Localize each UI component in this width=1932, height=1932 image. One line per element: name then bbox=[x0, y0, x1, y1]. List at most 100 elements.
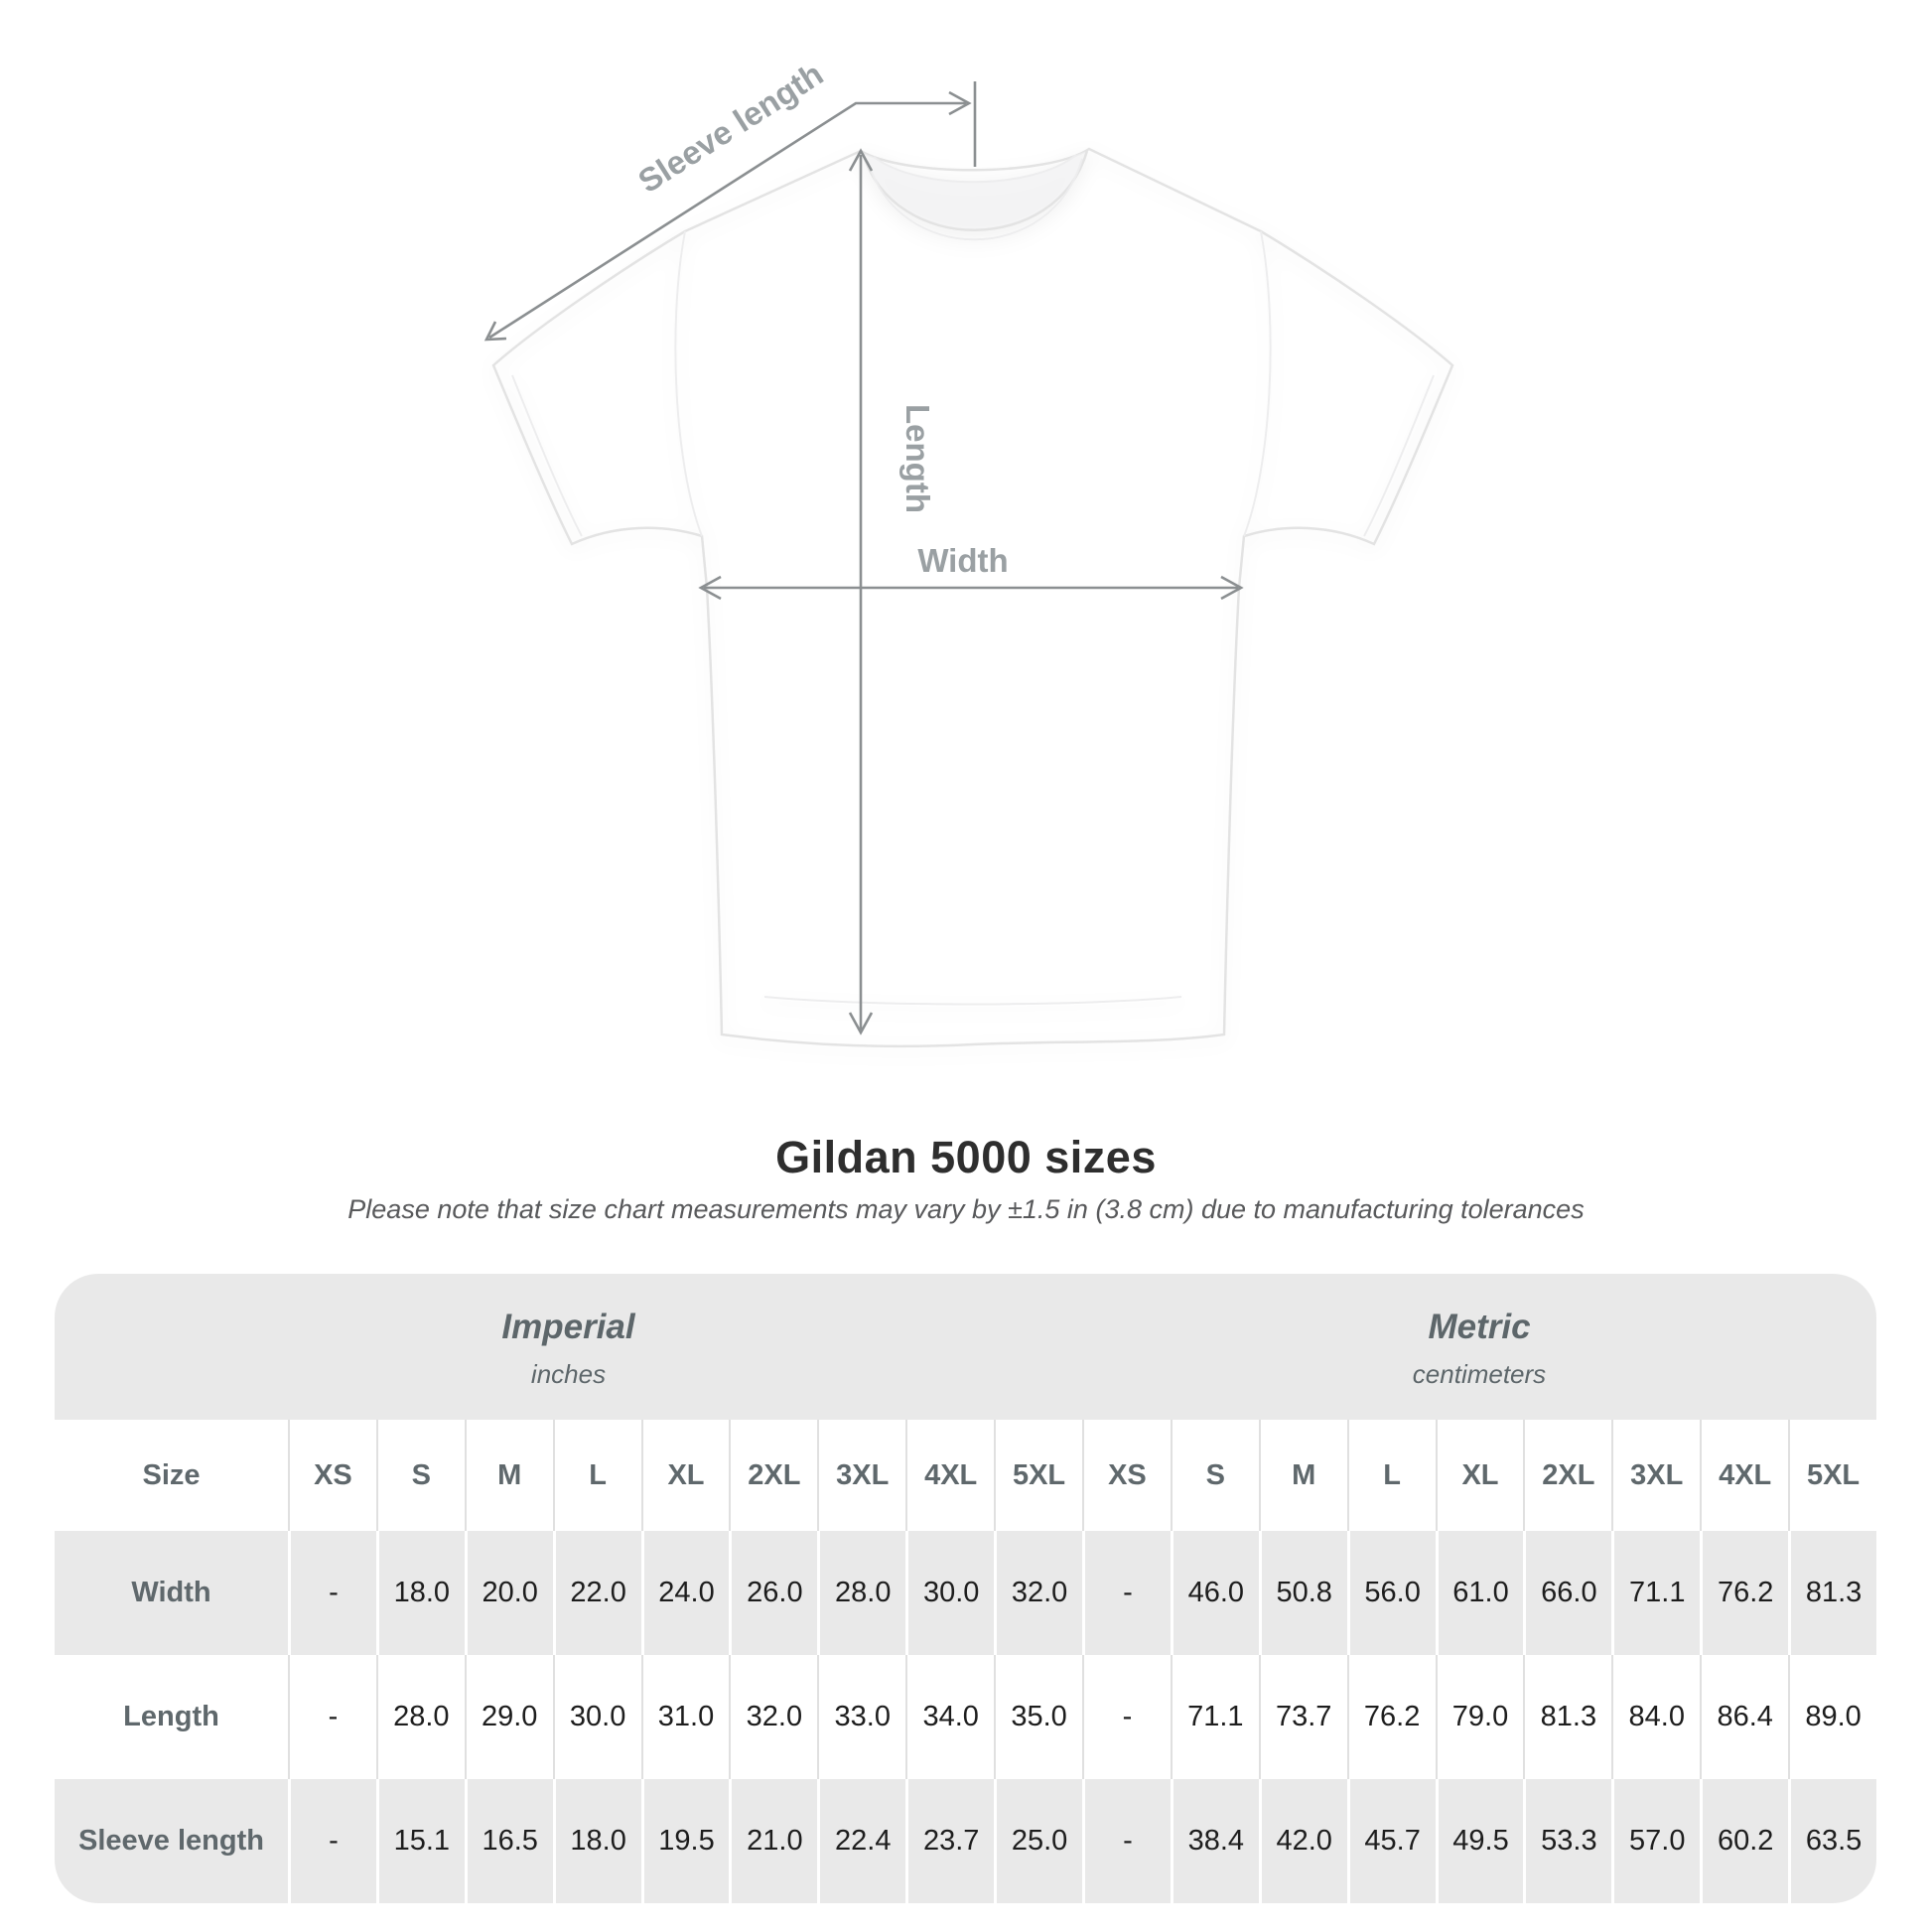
cell-sleeve-length-metric-s: 38.4 bbox=[1170, 1779, 1259, 1903]
right-armhole-seam bbox=[1243, 230, 1272, 537]
cell-width-imperial-s: 18.0 bbox=[375, 1531, 465, 1655]
cell-length-metric-xs: - bbox=[1081, 1655, 1171, 1779]
cell-width-imperial-m: 20.0 bbox=[464, 1531, 553, 1655]
length-arrowhead-top bbox=[848, 148, 874, 172]
width-label: Width bbox=[917, 542, 1008, 579]
page-title: Gildan 5000 sizes bbox=[775, 1132, 1157, 1182]
length-arrowhead-bottom bbox=[848, 1012, 874, 1035]
size-col-metric-4xl: 4XL bbox=[1700, 1420, 1788, 1531]
cell-length-metric-2xl: 81.3 bbox=[1523, 1655, 1611, 1779]
cell-sleeve-length-imperial-m: 16.5 bbox=[464, 1779, 553, 1903]
cell-width-imperial-l: 22.0 bbox=[552, 1531, 641, 1655]
size-col-metric-s: S bbox=[1170, 1420, 1259, 1531]
table-row-width: Width -18.0 20.0 22.0 24.0 26.0 28.0 30.0 32.0-4… bbox=[55, 1531, 1876, 1655]
cell-width-imperial-xs: - bbox=[288, 1531, 376, 1655]
hem-wrinkle-line bbox=[763, 996, 1182, 1006]
cell-sleeve-length-imperial-5xl: 25.0 bbox=[994, 1779, 1082, 1903]
cell-length-metric-xl: 79.0 bbox=[1435, 1655, 1524, 1779]
length-label: Length bbox=[899, 404, 936, 513]
cell-width-metric-m: 50.8 bbox=[1258, 1531, 1347, 1655]
cell-length-imperial-3xl: 33.0 bbox=[817, 1655, 905, 1779]
cell-width-metric-s: 46.0 bbox=[1170, 1531, 1259, 1655]
cell-sleeve-length-metric-l: 45.7 bbox=[1346, 1779, 1436, 1903]
size-col-metric-m: M bbox=[1258, 1420, 1347, 1531]
neck-hole-shading bbox=[863, 151, 1087, 230]
cell-length-metric-m: 73.7 bbox=[1258, 1655, 1347, 1779]
size-tolerance-note: Please note that size chart measurements… bbox=[347, 1194, 1585, 1224]
size-column-header: Size bbox=[142, 1458, 201, 1491]
cell-length-imperial-m: 29.0 bbox=[464, 1655, 553, 1779]
cell-length-imperial-xs: - bbox=[288, 1655, 376, 1779]
imperial-label: Imperial bbox=[501, 1308, 635, 1346]
metric-unit-label: centimeters bbox=[1412, 1359, 1547, 1389]
cell-length-imperial-4xl: 34.0 bbox=[905, 1655, 994, 1779]
cell-width-imperial-xl: 24.0 bbox=[640, 1531, 730, 1655]
size-col-imperial-s: S bbox=[375, 1420, 465, 1531]
cell-length-imperial-l: 30.0 bbox=[552, 1655, 641, 1779]
left-armhole-seam bbox=[674, 230, 703, 537]
cell-sleeve-length-imperial-4xl: 23.7 bbox=[905, 1779, 994, 1903]
cell-sleeve-length-metric-2xl: 53.3 bbox=[1523, 1779, 1611, 1903]
cell-length-metric-l: 76.2 bbox=[1346, 1655, 1436, 1779]
cell-sleeve-length-metric-4xl: 60.2 bbox=[1700, 1779, 1788, 1903]
cell-sleeve-length-metric-m: 42.0 bbox=[1258, 1779, 1347, 1903]
cell-width-metric-2xl: 66.0 bbox=[1523, 1531, 1611, 1655]
size-col-imperial-l: L bbox=[552, 1420, 641, 1531]
tshirt-measurement-diagram: Sleeve length Length Width bbox=[483, 55, 1454, 1048]
sleeve-length-arrowhead-diagonal bbox=[483, 321, 507, 342]
size-col-imperial-5xl: 5XL bbox=[994, 1420, 1082, 1531]
right-sleeve-hem-line bbox=[1363, 374, 1435, 537]
table-row-sleeve-length: Sleeve length -15.1 16.5 18.0 19.5 21.0 22.4 23… bbox=[55, 1779, 1876, 1903]
cell-width-metric-3xl: 71.1 bbox=[1611, 1531, 1700, 1655]
size-col-imperial-m: M bbox=[464, 1420, 553, 1531]
cell-width-imperial-2xl: 26.0 bbox=[729, 1531, 817, 1655]
row-label-sleeve-length: Sleeve length bbox=[78, 1825, 264, 1857]
size-col-metric-2xl: 2XL bbox=[1523, 1420, 1611, 1531]
cell-sleeve-length-imperial-2xl: 21.0 bbox=[729, 1779, 817, 1903]
cell-sleeve-length-metric-xl: 49.5 bbox=[1435, 1779, 1524, 1903]
size-col-metric-xs: XS bbox=[1081, 1420, 1171, 1531]
length-arrow bbox=[848, 148, 874, 1035]
imperial-unit-label: inches bbox=[530, 1359, 607, 1389]
tshirt-illustration bbox=[491, 147, 1454, 1048]
cell-length-metric-4xl: 86.4 bbox=[1700, 1655, 1788, 1779]
sleeve-length-arrow-line bbox=[488, 101, 966, 340]
cell-width-imperial-3xl: 28.0 bbox=[817, 1531, 905, 1655]
size-col-metric-l: L bbox=[1346, 1420, 1436, 1531]
imperial-group-header: Imperial inches bbox=[55, 1274, 1082, 1420]
cell-length-metric-3xl: 84.0 bbox=[1611, 1655, 1700, 1779]
cell-sleeve-length-imperial-xs: - bbox=[288, 1779, 376, 1903]
cell-length-imperial-2xl: 32.0 bbox=[729, 1655, 817, 1779]
cell-sleeve-length-metric-5xl: 63.5 bbox=[1788, 1779, 1876, 1903]
sleeve-length-arrowhead-right bbox=[948, 90, 972, 116]
size-col-metric-xl: XL bbox=[1435, 1420, 1524, 1531]
row-label-width: Width bbox=[131, 1577, 211, 1608]
cell-sleeve-length-imperial-xl: 19.5 bbox=[640, 1779, 730, 1903]
collar-front-seam-line bbox=[867, 158, 1083, 241]
size-col-metric-5xl: 5XL bbox=[1788, 1420, 1876, 1531]
cell-width-metric-xs: - bbox=[1081, 1531, 1171, 1655]
cell-width-imperial-4xl: 30.0 bbox=[905, 1531, 994, 1655]
cell-length-imperial-5xl: 35.0 bbox=[994, 1655, 1082, 1779]
size-col-imperial-4xl: 4XL bbox=[905, 1420, 994, 1531]
cell-sleeve-length-imperial-s: 15.1 bbox=[375, 1779, 465, 1903]
size-col-imperial-3xl: 3XL bbox=[817, 1420, 905, 1531]
cell-length-metric-s: 71.1 bbox=[1170, 1655, 1259, 1779]
cell-width-imperial-5xl: 32.0 bbox=[994, 1531, 1082, 1655]
size-col-imperial-xs: XS bbox=[288, 1420, 376, 1531]
cell-length-imperial-xl: 31.0 bbox=[640, 1655, 730, 1779]
tshirt-outline bbox=[491, 147, 1454, 1048]
unit-header-row: Imperial inches Metric centimeters bbox=[55, 1274, 1876, 1420]
cell-width-metric-4xl: 76.2 bbox=[1700, 1531, 1788, 1655]
size-table: Imperial inches Metric centimeters Size … bbox=[55, 1274, 1876, 1903]
metric-label: Metric bbox=[1428, 1308, 1531, 1346]
width-arrowhead-left bbox=[698, 575, 722, 601]
cell-width-metric-l: 56.0 bbox=[1346, 1531, 1436, 1655]
cell-sleeve-length-imperial-l: 18.0 bbox=[552, 1779, 641, 1903]
width-arrow bbox=[698, 575, 1244, 601]
size-col-metric-3xl: 3XL bbox=[1611, 1420, 1700, 1531]
collar-front-neckline bbox=[861, 150, 1089, 231]
cell-length-imperial-s: 28.0 bbox=[375, 1655, 465, 1779]
row-label-length: Length bbox=[123, 1701, 219, 1732]
